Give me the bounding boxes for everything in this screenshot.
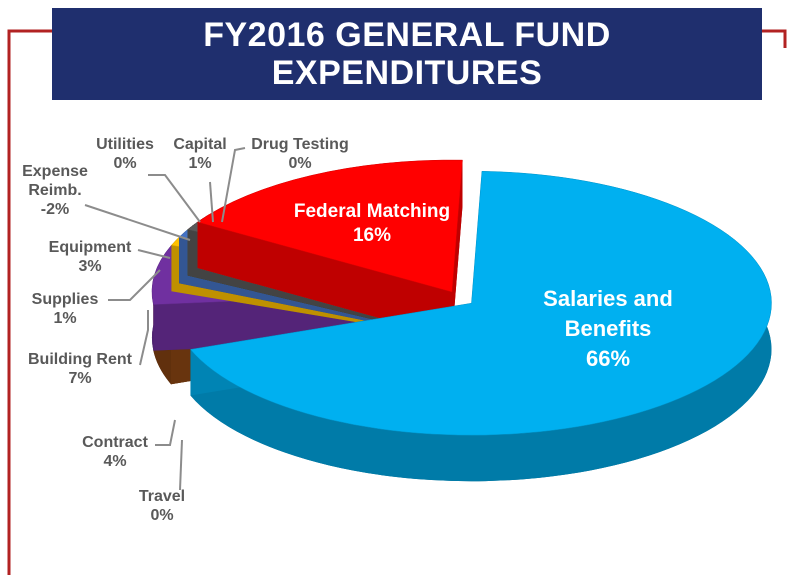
leader-line [84, 204, 191, 241]
value-label: 0% [288, 155, 312, 172]
leader-line [179, 439, 183, 491]
value-label: 1% [53, 310, 77, 327]
category-label: Drug Testing [251, 136, 349, 153]
leader-line [139, 310, 149, 366]
value-label: 4% [103, 453, 127, 470]
slice-label: Travel 0% [117, 487, 207, 525]
category-label: Expense Reimb. [22, 163, 88, 199]
value-label: 66% [585, 346, 631, 371]
value-label: 3% [78, 258, 102, 275]
category-label: Building Rent [28, 351, 132, 368]
value-label: 7% [68, 370, 92, 387]
value-label: 1% [188, 155, 212, 172]
slice-label: Capital 1% [165, 135, 235, 173]
value-label: 16% [352, 225, 392, 246]
slice-label: Drug Testing 0% [240, 135, 360, 173]
slice-label: Contract 4% [65, 433, 165, 471]
value-label: 0% [113, 155, 137, 172]
chart-title: FY2016 GENERAL FUND EXPENDITURES [203, 16, 611, 92]
slice-label: Federal Matching 16% [272, 200, 472, 248]
category-label: Utilities [96, 136, 154, 153]
category-label: Travel [138, 488, 186, 505]
leader-lines [84, 147, 246, 491]
leader-line [155, 419, 176, 446]
category-label: Contract [82, 434, 148, 451]
value-label: 0% [150, 507, 174, 524]
slice-label: Building Rent 7% [15, 350, 145, 388]
slice [189, 171, 772, 436]
leader-line [137, 249, 171, 259]
slice-label: Supplies 1% [15, 290, 115, 328]
value-label: -2% [40, 201, 70, 218]
slice-label: Utilities 0% [85, 135, 165, 173]
category-label: Salaries and Benefits [543, 286, 673, 341]
category-label: Capital [173, 136, 227, 153]
leader-line [209, 181, 214, 223]
frame-line [7, 29, 52, 575]
slice-label: Equipment 3% [30, 238, 150, 276]
category-label: Equipment [48, 239, 132, 256]
frame-line [762, 29, 787, 48]
slice [197, 159, 463, 293]
leader-line [148, 174, 201, 223]
category-label: Supplies [31, 291, 99, 308]
title-band: FY2016 GENERAL FUND EXPENDITURES [52, 8, 762, 100]
leader-line [108, 269, 161, 301]
category-label: Federal Matching [293, 201, 451, 222]
slice-wall [197, 160, 463, 338]
slice-label: Expense Reimb. -2% [20, 162, 90, 219]
frame [7, 29, 787, 575]
slice-label: Salaries and Benefits 66% [523, 284, 693, 374]
leader-line [221, 147, 246, 223]
